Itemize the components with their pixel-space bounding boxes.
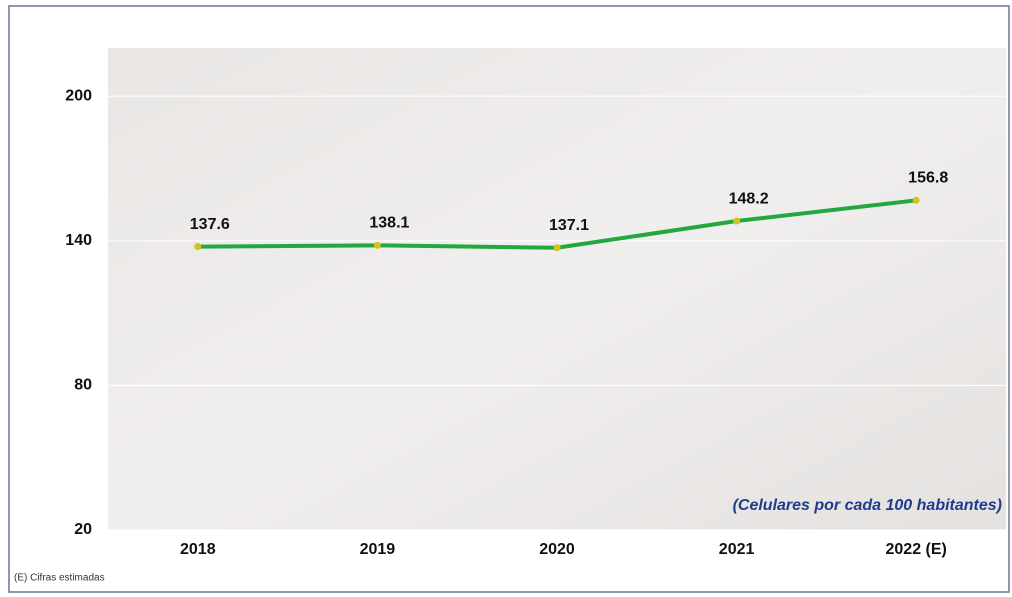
annotation: (Celulares por cada 100 habitantes) <box>733 497 1002 514</box>
y-tick-label: 200 <box>65 87 92 104</box>
plot-background <box>108 48 1006 530</box>
data-label: 148.2 <box>729 190 769 207</box>
data-label: 138.1 <box>369 215 409 232</box>
x-tick-label: 2022 (E) <box>886 541 947 558</box>
x-tick-label: 2019 <box>360 541 396 558</box>
grid <box>108 95 1006 531</box>
data-point <box>194 243 202 251</box>
data-label: 156.8 <box>908 170 948 187</box>
x-tick-label: 2020 <box>539 541 575 558</box>
x-tick-label: 2018 <box>180 541 216 558</box>
y-tick-label: 140 <box>65 232 92 249</box>
data-point <box>733 217 741 225</box>
data-label: 137.6 <box>190 216 230 233</box>
footnote: (E) Cifras estimadas <box>14 573 105 584</box>
data-label: 137.1 <box>549 217 589 234</box>
y-tick-label: 80 <box>74 377 92 394</box>
data-point <box>373 241 381 249</box>
data-point <box>912 196 920 204</box>
x-tick-label: 2021 <box>719 541 755 558</box>
y-tick-label: 20 <box>74 521 92 538</box>
data-point <box>553 244 561 252</box>
marks <box>194 196 920 252</box>
